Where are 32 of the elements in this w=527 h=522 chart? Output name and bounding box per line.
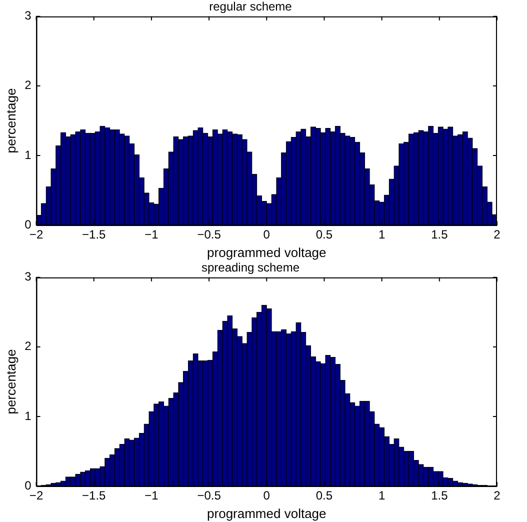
y-tick-label: 1 bbox=[24, 408, 32, 423]
x-tick-label: −1 bbox=[144, 488, 159, 503]
x-tick-label: 1.5 bbox=[431, 228, 448, 242]
y-tick-label: 3 bbox=[24, 8, 32, 23]
y-tick-label: 3 bbox=[24, 270, 32, 284]
x-tick-label: −2 bbox=[29, 488, 44, 503]
x-axis-title: programmed voltage bbox=[207, 244, 326, 260]
x-tick-label: −0.5 bbox=[197, 228, 222, 242]
x-tick-label: 2 bbox=[494, 488, 501, 503]
x-tick-label: −1.5 bbox=[82, 488, 106, 503]
y-axis-title: percentage bbox=[3, 88, 18, 154]
y-tick-label: 2 bbox=[24, 78, 32, 92]
x-tick-label: 0 bbox=[263, 488, 270, 503]
x-tick-label: −1.5 bbox=[82, 228, 106, 242]
x-tick-label: 1.5 bbox=[431, 488, 448, 503]
x-tick-label: −1 bbox=[144, 228, 159, 242]
x-tick-label: 1 bbox=[378, 228, 386, 242]
y-axis-title: percentage bbox=[3, 349, 18, 414]
x-tick-label: 1 bbox=[378, 488, 386, 503]
x-tick-label: 0.5 bbox=[316, 488, 333, 503]
x-tick-label: −2 bbox=[29, 228, 44, 242]
y-tick-label: 0 bbox=[24, 478, 32, 492]
x-axis-title: programmed voltage bbox=[207, 506, 326, 521]
x-tick-label: 2 bbox=[494, 228, 501, 242]
x-tick-label: 0 bbox=[263, 228, 270, 242]
x-tick-label: −0.5 bbox=[197, 488, 222, 503]
y-tick-label: 2 bbox=[24, 339, 32, 354]
y-tick-label: 0 bbox=[24, 217, 32, 232]
chart-title: spreading scheme bbox=[201, 260, 300, 275]
y-tick-label: 1 bbox=[24, 148, 32, 162]
x-tick-label: 0.5 bbox=[316, 228, 333, 242]
chart-title: regular scheme bbox=[209, 0, 292, 14]
